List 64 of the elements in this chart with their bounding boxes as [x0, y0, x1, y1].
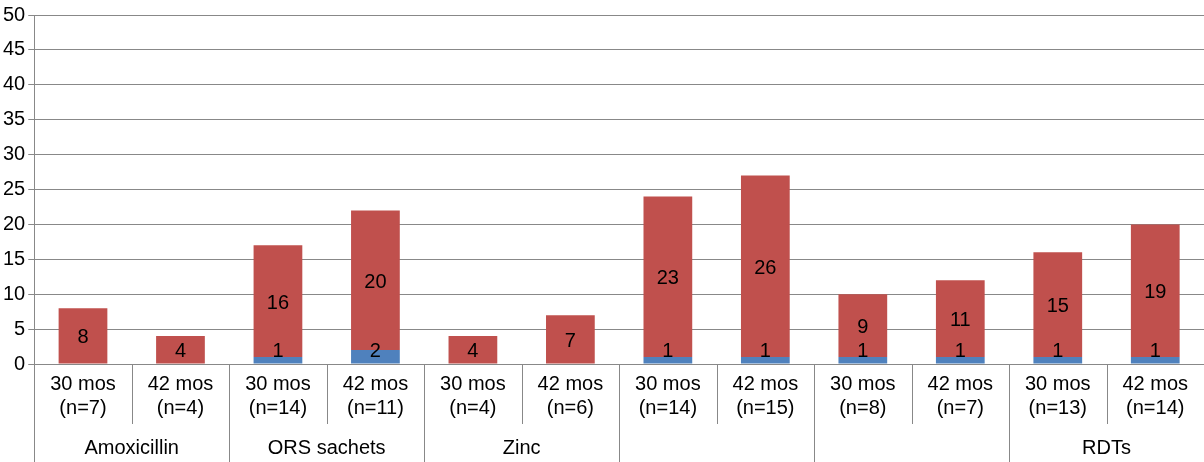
data-label: 1 [954, 339, 966, 362]
data-label: 1 [759, 339, 771, 362]
y-tick-label: 0 [14, 351, 26, 374]
data-label: 26 [754, 255, 777, 278]
data-label: 11 [949, 308, 971, 331]
y-tick-label: 40 [3, 72, 26, 95]
bar [1033, 252, 1083, 358]
x-tick-label: 30 mos (n=14) [245, 371, 311, 418]
y-tick-label: 45 [3, 37, 26, 60]
data-label: 1 [272, 339, 284, 362]
bar [838, 357, 888, 364]
bar [740, 175, 790, 358]
x-tick-label: 42 mos (n=15) [732, 371, 799, 418]
y-tick-label: 50 [3, 2, 26, 25]
x-tick-label: 30 mos (n=7) [50, 371, 116, 418]
bar [1130, 357, 1180, 364]
bar [546, 315, 595, 364]
x-tick-label: 30 mos (n=14) [635, 371, 701, 418]
bar [253, 357, 303, 364]
x-tick-label: 42 mos (n=7) [927, 371, 994, 418]
y-tick-label: 25 [3, 177, 26, 200]
x-tick-label: 42 mos (n=11) [342, 371, 409, 418]
x-tick-label: 30 mos (n=13) [1024, 371, 1091, 418]
data-label: 4 [467, 339, 479, 362]
data-label: 9 [857, 315, 869, 338]
bar [448, 336, 498, 364]
data-label: 23 [656, 266, 679, 289]
y-tick-label: 10 [3, 281, 26, 304]
x-tick-label: 42 mos (n=14) [1122, 371, 1189, 418]
text: ORS sachets [267, 435, 386, 458]
data-label: 7 [564, 328, 576, 351]
bar [643, 196, 693, 358]
data-label: 16 [266, 290, 290, 313]
x-tick-label: 42 mos (n=4) [147, 371, 214, 418]
bar [740, 357, 790, 364]
data-label: 1 [1149, 339, 1161, 362]
x-tick-label: 30 mos (n=8) [830, 371, 896, 418]
text: Amoxicillin [84, 435, 179, 458]
y-tick-label: 30 [3, 142, 26, 165]
data-label: 8 [77, 325, 89, 348]
bar [838, 294, 888, 358]
bar [935, 357, 985, 364]
data-label: 1 [1052, 339, 1064, 362]
x-tick-label: 30 mos (n=4) [440, 371, 506, 418]
bar [1033, 357, 1083, 364]
text: RDTs [1082, 435, 1131, 458]
data-label: 1 [662, 339, 674, 362]
bar [935, 280, 985, 358]
text: Zinc [502, 435, 541, 458]
data-label: 4 [174, 339, 187, 362]
bar [643, 357, 693, 364]
bar [253, 245, 303, 358]
y-tick-label: 35 [3, 107, 26, 130]
data-label: 1 [857, 339, 869, 362]
bar [58, 308, 108, 364]
bar [1130, 224, 1180, 358]
data-label: 19 [1144, 280, 1167, 303]
y-tick-label: 15 [3, 246, 26, 269]
data-label: 15 [1046, 294, 1069, 317]
y-tick-label: 5 [14, 316, 26, 339]
y-tick-label: 20 [3, 211, 26, 234]
bar [156, 336, 205, 364]
data-label: 20 [364, 269, 387, 292]
x-tick-label: 42 mos (n=6) [537, 371, 604, 418]
